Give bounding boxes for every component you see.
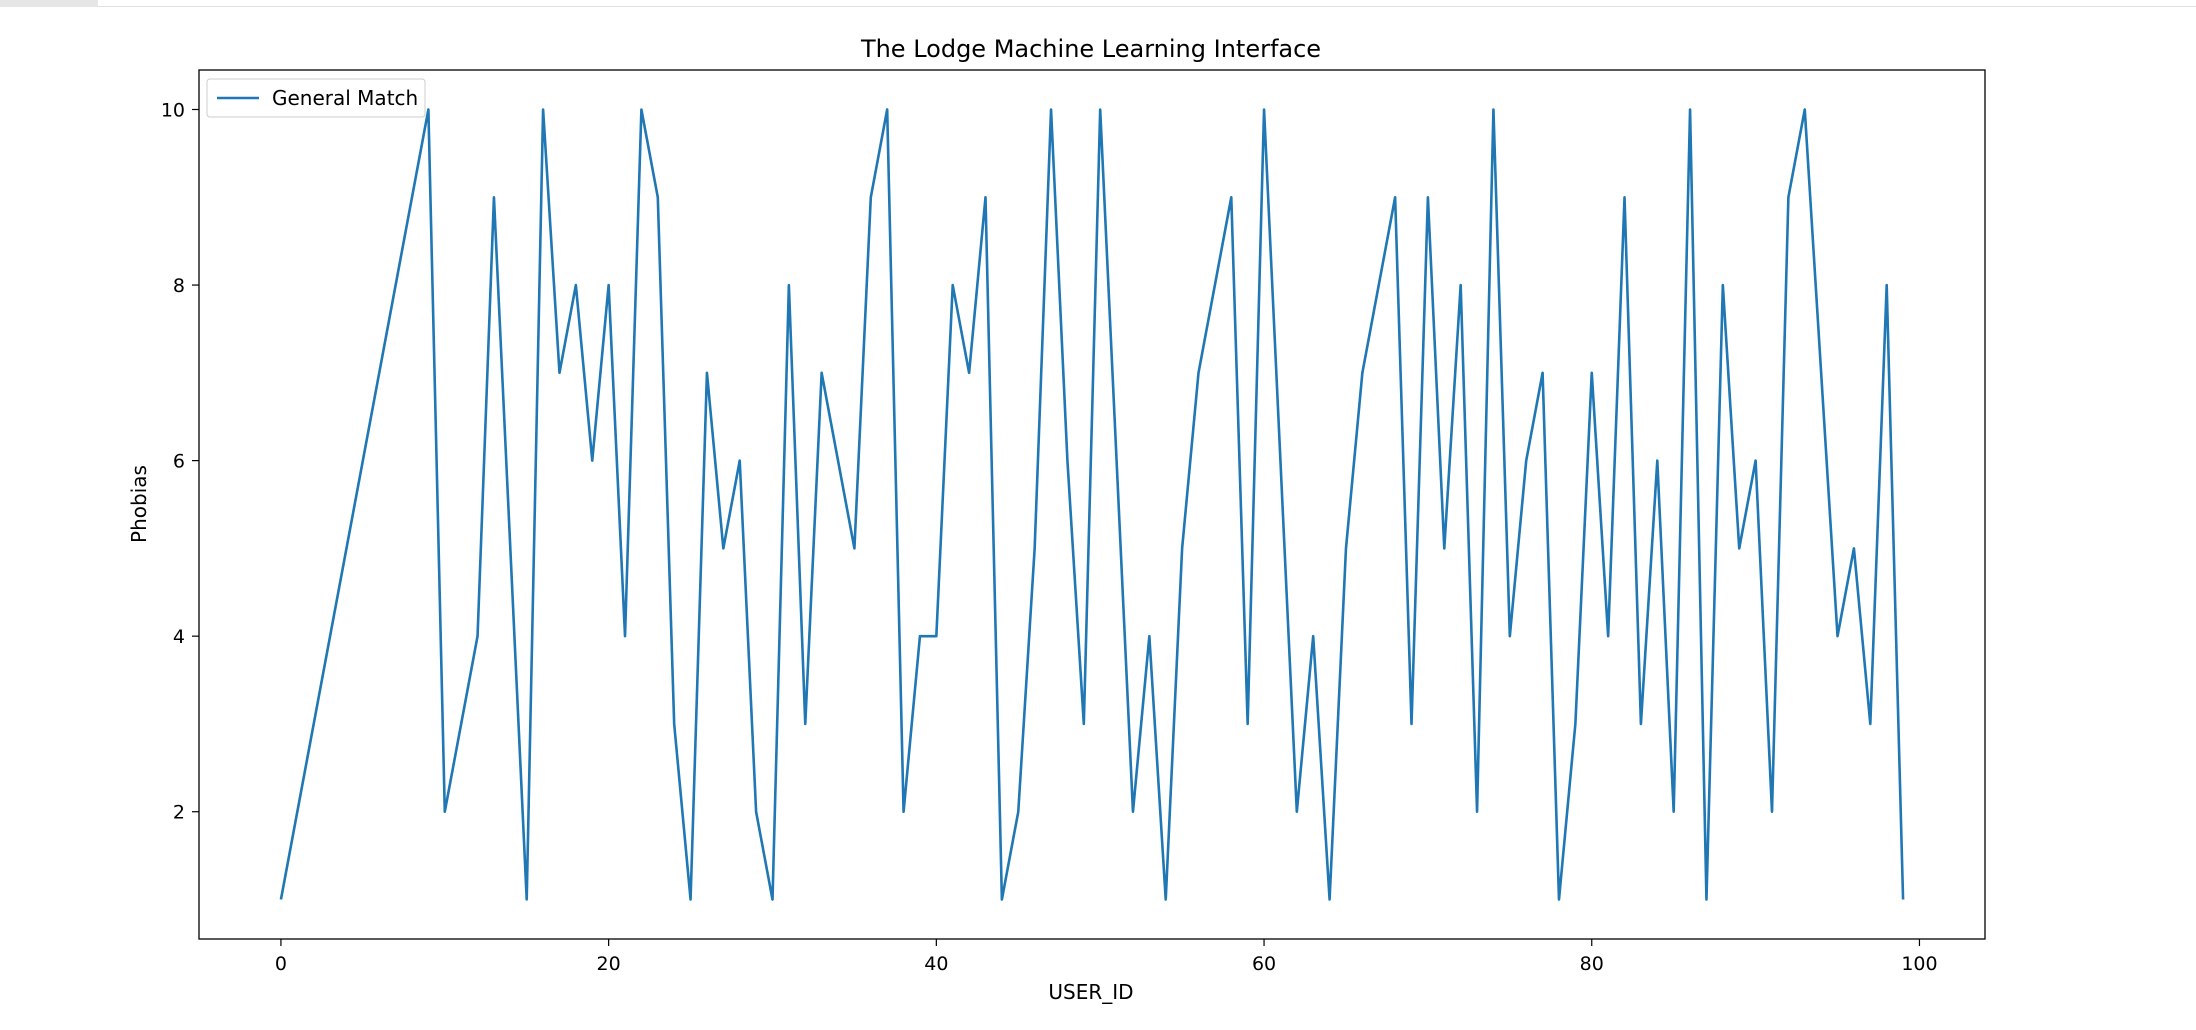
x-tick-label: 100: [1901, 953, 1937, 975]
y-axis-label: Phobias: [127, 465, 151, 543]
x-tick-label: 0: [275, 953, 287, 975]
plot-area: 0 20 40 60 80 100 2 4 6 8 10: [161, 69, 1986, 975]
y-tick-label: 2: [173, 802, 185, 824]
top-bar-divider: [98, 6, 2196, 7]
chart-title: The Lodge Machine Learning Interface: [860, 35, 1321, 63]
x-tick-label: 40: [924, 953, 948, 975]
y-tick-label: 4: [173, 626, 185, 648]
y-tick-label: 6: [173, 451, 185, 473]
x-tick-label: 80: [1580, 953, 1604, 975]
x-tick-label: 60: [1252, 953, 1276, 975]
top-bar: [0, 0, 2196, 8]
series-line-general-match: [279, 108, 1905, 901]
x-axis: 0 20 40 60 80 100: [275, 939, 1938, 975]
legend: General Match: [206, 78, 426, 118]
legend-entry-general-match: General Match: [272, 86, 418, 110]
y-axis: 2 4 6 8 10: [161, 100, 199, 824]
top-bar-tab[interactable]: [0, 0, 98, 7]
series-group: [279, 108, 1905, 901]
x-tick-label: 20: [597, 953, 621, 975]
y-tick-label: 10: [161, 100, 185, 122]
x-axis-label: USER_ID: [1048, 980, 1133, 1004]
plot-frame: [198, 69, 1986, 940]
y-tick-label: 8: [173, 275, 185, 297]
legend-box: [206, 78, 426, 118]
